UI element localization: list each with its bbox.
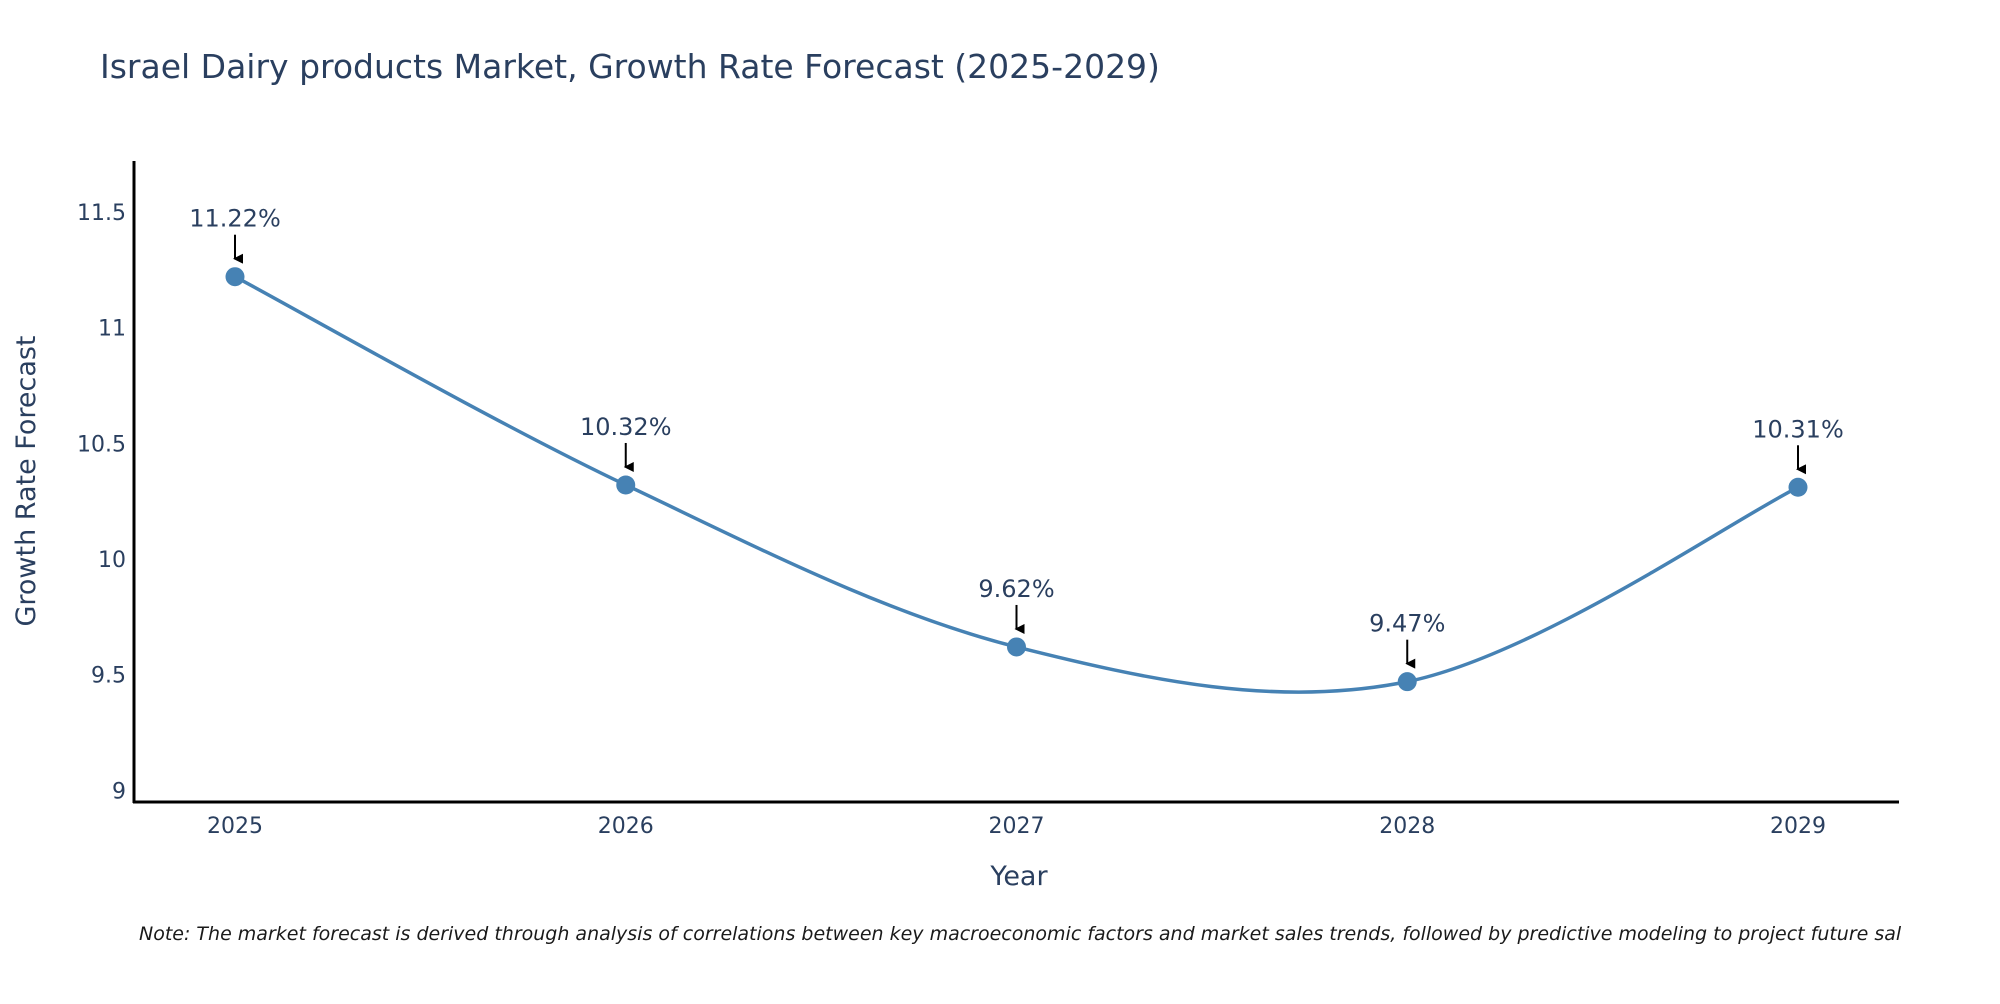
y-tick-label: 9 (112, 779, 126, 804)
data-label: 9.62% (978, 575, 1054, 603)
axes (132, 161, 1899, 804)
data-annotations: 11.22% 10.32% 9.62% 9.47% 10.31% (189, 205, 1844, 669)
x-tick-label: 2028 (1379, 814, 1435, 839)
y-tick-label: 11 (98, 317, 126, 342)
series (225, 267, 1808, 694)
x-tick-labels: 2025 2026 2027 2028 2029 (207, 814, 1826, 839)
data-label: 10.31% (1752, 415, 1844, 443)
data-point-marker[interactable] (1788, 477, 1808, 497)
data-label: 11.22% (189, 205, 281, 233)
x-axis-title: Year (989, 861, 1048, 892)
x-tick-label: 2025 (207, 814, 263, 839)
y-tick-label: 9.5 (91, 664, 126, 689)
data-point-marker[interactable] (225, 267, 245, 287)
y-tick-label: 11.5 (77, 201, 126, 226)
chart-title: Israel Dairy products Market, Growth Rat… (100, 47, 1160, 86)
data-point-marker[interactable] (616, 475, 636, 495)
data-label: 10.32% (580, 413, 672, 441)
y-tick-label: 10 (98, 548, 126, 573)
y-tick-label: 10.5 (77, 432, 126, 457)
data-point-marker[interactable] (1397, 672, 1417, 692)
x-tick-label: 2026 (598, 814, 654, 839)
data-label: 9.47% (1369, 610, 1445, 638)
data-point-marker[interactable] (1007, 637, 1026, 657)
series-line (234, 275, 1799, 694)
footnote: Note: The market forecast is derived thr… (139, 923, 1902, 945)
x-tick-label: 2027 (989, 814, 1045, 839)
x-tick-label: 2029 (1770, 814, 1826, 839)
y-axis-title: Growth Rate Forecast (11, 335, 42, 626)
y-tick-labels: 9 9.5 10 10.5 11 11.5 (77, 201, 126, 805)
